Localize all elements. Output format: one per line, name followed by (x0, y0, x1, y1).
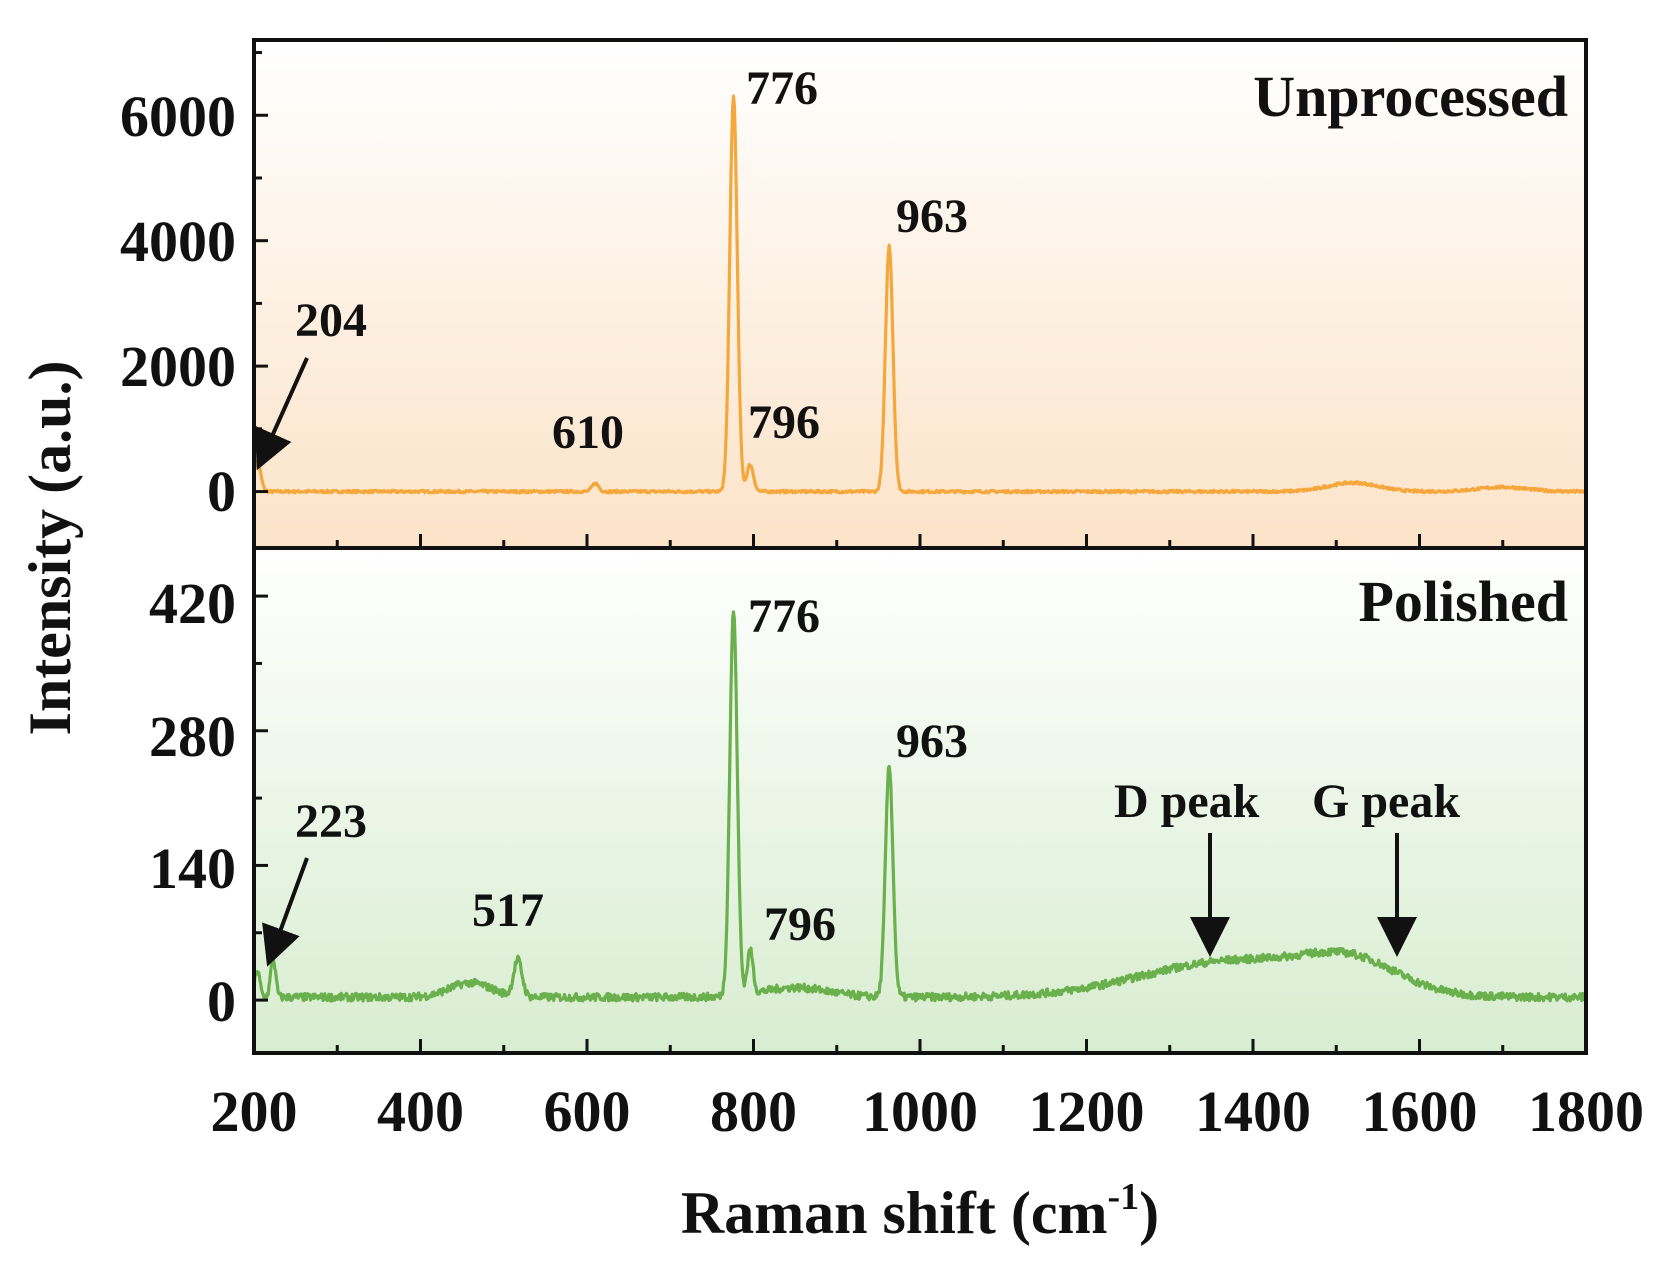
x-tick-1600: 1600 (1362, 1079, 1478, 1144)
unprocessed-spectrum-line (252, 94, 1588, 495)
peak-label-top-796: 796 (748, 396, 820, 449)
x-tick-1800: 1800 (1528, 1079, 1644, 1144)
x-axis-title: Raman shift (cm-1) (681, 1176, 1159, 1246)
panel-title-polished: Polished (1359, 569, 1569, 634)
y-tick-top-2000: 2000 (120, 334, 236, 399)
peak-label-top-776: 776 (746, 62, 818, 115)
y-tick-top-4000: 4000 (120, 209, 236, 274)
x-tick-1200: 1200 (1029, 1079, 1145, 1144)
x-tick-600: 600 (544, 1079, 631, 1144)
peak-label-bottom-776: 776 (748, 590, 820, 643)
y-tick-top-6000: 6000 (120, 84, 236, 149)
x-tick-400: 400 (377, 1079, 464, 1144)
peak-label-top-204: 204 (295, 294, 367, 347)
peak-label-bottom-223: 223 (295, 795, 367, 848)
panel-title-unprocessed: Unprocessed (1253, 64, 1568, 129)
peak-label-top-963: 963 (896, 190, 968, 243)
peak-label-bottom-796: 796 (764, 898, 836, 951)
arrow-bottom-223 (262, 857, 309, 967)
x-tick-800: 800 (710, 1079, 797, 1144)
y-tick-bottom-0: 0 (207, 969, 236, 1034)
panel-bottom-background (254, 548, 1586, 1053)
polished-spectrum-line (252, 610, 1588, 1003)
x-tick-200: 200 (211, 1079, 298, 1144)
arrow-top-204 (254, 357, 309, 471)
peak-label-d-peak: D peak (1114, 775, 1260, 828)
y-axis-title: Intensity (a.u.) (17, 360, 83, 735)
x-tick-1000: 1000 (862, 1079, 978, 1144)
y-tick-bottom-420: 420 (149, 571, 236, 636)
y-tick-bottom-140: 140 (149, 836, 236, 901)
x-tick-1400: 1400 (1195, 1079, 1311, 1144)
y-tick-top-0: 0 (207, 459, 236, 524)
peak-label-bottom-963: 963 (896, 715, 968, 768)
peak-label-g-peak: G peak (1312, 775, 1460, 828)
peak-label-bottom-517: 517 (472, 884, 544, 937)
y-tick-bottom-280: 280 (149, 704, 236, 769)
axis-ticks (252, 51, 1588, 1053)
panel-top-background (254, 40, 1586, 548)
peak-label-top-610: 610 (552, 406, 624, 459)
